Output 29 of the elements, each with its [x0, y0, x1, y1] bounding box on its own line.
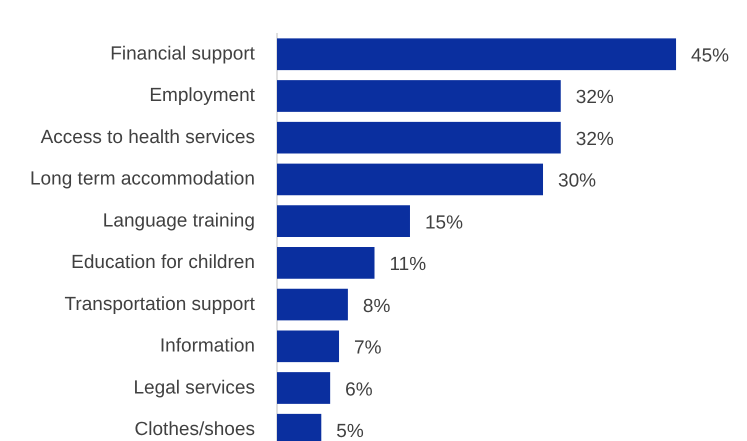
y-tick-label: Clothes/shoes — [134, 418, 255, 440]
bar — [276, 288, 348, 320]
bar — [276, 247, 375, 279]
y-tick-label: Employment — [149, 85, 256, 106]
data-label: 45% — [691, 45, 730, 66]
y-tick-label: Education for children — [71, 252, 255, 274]
data-label: 32% — [576, 128, 614, 150]
y-tick-label: Long term accommodation — [30, 168, 255, 190]
bar — [276, 80, 561, 112]
y-tick-label: Information — [160, 336, 255, 357]
data-label: 7% — [354, 338, 382, 359]
bar — [276, 372, 330, 404]
data-label: 6% — [345, 379, 373, 400]
y-tick-label: Language training — [102, 210, 255, 232]
data-label: 11% — [390, 254, 426, 276]
data-label: 30% — [558, 170, 596, 192]
bar — [276, 205, 410, 237]
bar — [276, 38, 676, 70]
y-tick-label: Financial support — [110, 43, 256, 64]
data-label: 32% — [576, 87, 614, 108]
bar — [276, 330, 340, 362]
data-label: 8% — [362, 296, 390, 317]
y-tick-label: Legal services — [133, 377, 255, 398]
y-tick-label: Transportation support — [64, 294, 256, 315]
bar — [276, 164, 544, 196]
y-tick-label: Access to health services — [40, 126, 255, 148]
data-label: 5% — [336, 420, 364, 441]
bar — [276, 122, 561, 154]
data-label: 15% — [424, 212, 464, 234]
